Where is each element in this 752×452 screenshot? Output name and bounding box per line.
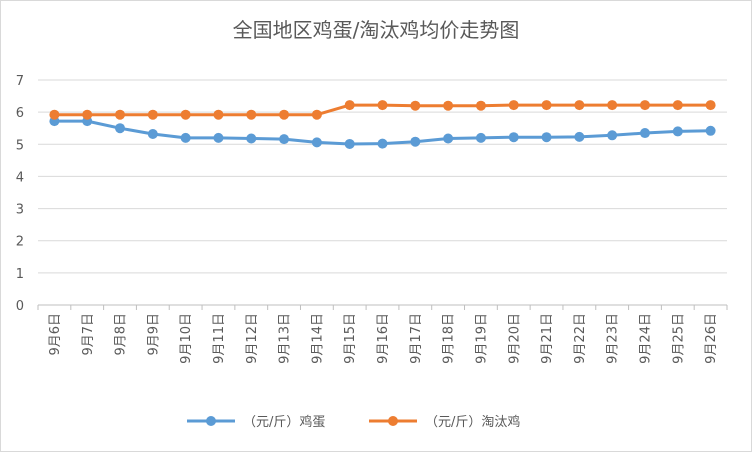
data-point xyxy=(639,128,650,139)
y-tick-label: 1 xyxy=(16,267,24,282)
x-tick-label: 9月24日 xyxy=(639,313,654,364)
x-tick-label: 9月14日 xyxy=(310,313,325,364)
x-tick-label: 9月22日 xyxy=(573,313,588,364)
x-tick-label: 9月7日 xyxy=(81,313,96,356)
y-tick-label: 6 xyxy=(16,106,24,121)
data-point xyxy=(410,100,421,111)
data-point xyxy=(279,109,290,120)
data-point xyxy=(213,109,224,120)
x-tick-label: 9月21日 xyxy=(540,313,555,364)
data-point xyxy=(147,129,158,139)
data-point xyxy=(311,137,322,148)
legend-swatch-marker xyxy=(206,416,216,426)
x-tick-label: 9月19日 xyxy=(474,313,489,364)
legend-swatch-marker xyxy=(388,416,398,426)
data-point xyxy=(180,109,191,120)
data-point xyxy=(147,109,158,120)
x-tick-label: 9月8日 xyxy=(114,313,129,356)
data-point xyxy=(508,132,519,143)
data-point xyxy=(377,138,388,149)
data-point xyxy=(82,109,93,120)
data-point xyxy=(705,125,716,136)
data-point xyxy=(672,126,683,137)
data-point xyxy=(541,100,552,111)
data-point xyxy=(180,132,191,143)
y-tick-label: 3 xyxy=(16,203,24,218)
data-point xyxy=(639,100,650,111)
data-point xyxy=(410,136,421,147)
x-tick-label: 9月15日 xyxy=(343,313,358,364)
x-tick-label: 9月23日 xyxy=(606,313,621,364)
data-point xyxy=(115,123,126,134)
data-point xyxy=(115,109,126,120)
data-point xyxy=(443,100,454,111)
series-lines xyxy=(49,100,716,149)
y-tick-label: 5 xyxy=(16,138,24,153)
data-point xyxy=(672,100,683,111)
data-point xyxy=(607,130,618,141)
data-point xyxy=(541,132,552,143)
data-point xyxy=(443,133,454,144)
x-tick-label: 9月13日 xyxy=(278,313,293,364)
x-tick-label: 9月6日 xyxy=(48,313,63,356)
x-tick-label: 9月10日 xyxy=(179,313,194,364)
y-tick-label: 2 xyxy=(16,235,24,250)
data-point xyxy=(213,132,224,143)
legend: （元/斤）鸡蛋 （元/斤）淘汰鸡 xyxy=(187,414,520,430)
x-tick-label: 9月25日 xyxy=(671,313,686,364)
data-point xyxy=(311,109,322,120)
legend-label: （元/斤）鸡蛋 xyxy=(243,414,325,430)
y-tick-label: 0 xyxy=(16,299,24,314)
data-point xyxy=(574,100,585,111)
x-tick-label: 9月12日 xyxy=(245,313,260,364)
data-point xyxy=(377,100,388,111)
data-point xyxy=(607,100,618,111)
data-point xyxy=(246,109,257,120)
x-axis: 9月6日 9月7日 9月8日 9月9日 9月10日 9月11日 9月12日 9月13日 9月14… xyxy=(37,304,728,364)
x-tick-label: 9月26日 xyxy=(704,313,719,364)
data-point xyxy=(344,138,355,149)
x-tick-label: 9月18日 xyxy=(442,313,457,364)
data-point xyxy=(49,109,60,120)
data-point xyxy=(475,100,486,111)
x-tick-label: 9月16日 xyxy=(376,313,391,364)
x-tick-label: 9月20日 xyxy=(507,313,522,364)
x-tick-label: 9月9日 xyxy=(146,313,161,356)
data-point xyxy=(508,100,519,111)
x-tick-label: 9月11日 xyxy=(212,313,227,364)
data-point xyxy=(475,132,486,143)
y-axis: 0 1 2 3 4 5 6 7 xyxy=(16,74,24,314)
legend-label: （元/斤）淘汰鸡 xyxy=(425,414,520,430)
y-tick-label: 7 xyxy=(16,74,24,89)
data-point xyxy=(574,131,585,142)
data-point xyxy=(344,100,355,111)
chart-title: 全国地区鸡蛋/淘汰鸡均价走势图 xyxy=(232,18,520,42)
data-point xyxy=(279,134,290,145)
data-point xyxy=(705,100,716,111)
y-tick-label: 4 xyxy=(16,170,24,185)
data-point xyxy=(246,133,257,144)
x-tick-label: 9月17日 xyxy=(409,313,424,364)
